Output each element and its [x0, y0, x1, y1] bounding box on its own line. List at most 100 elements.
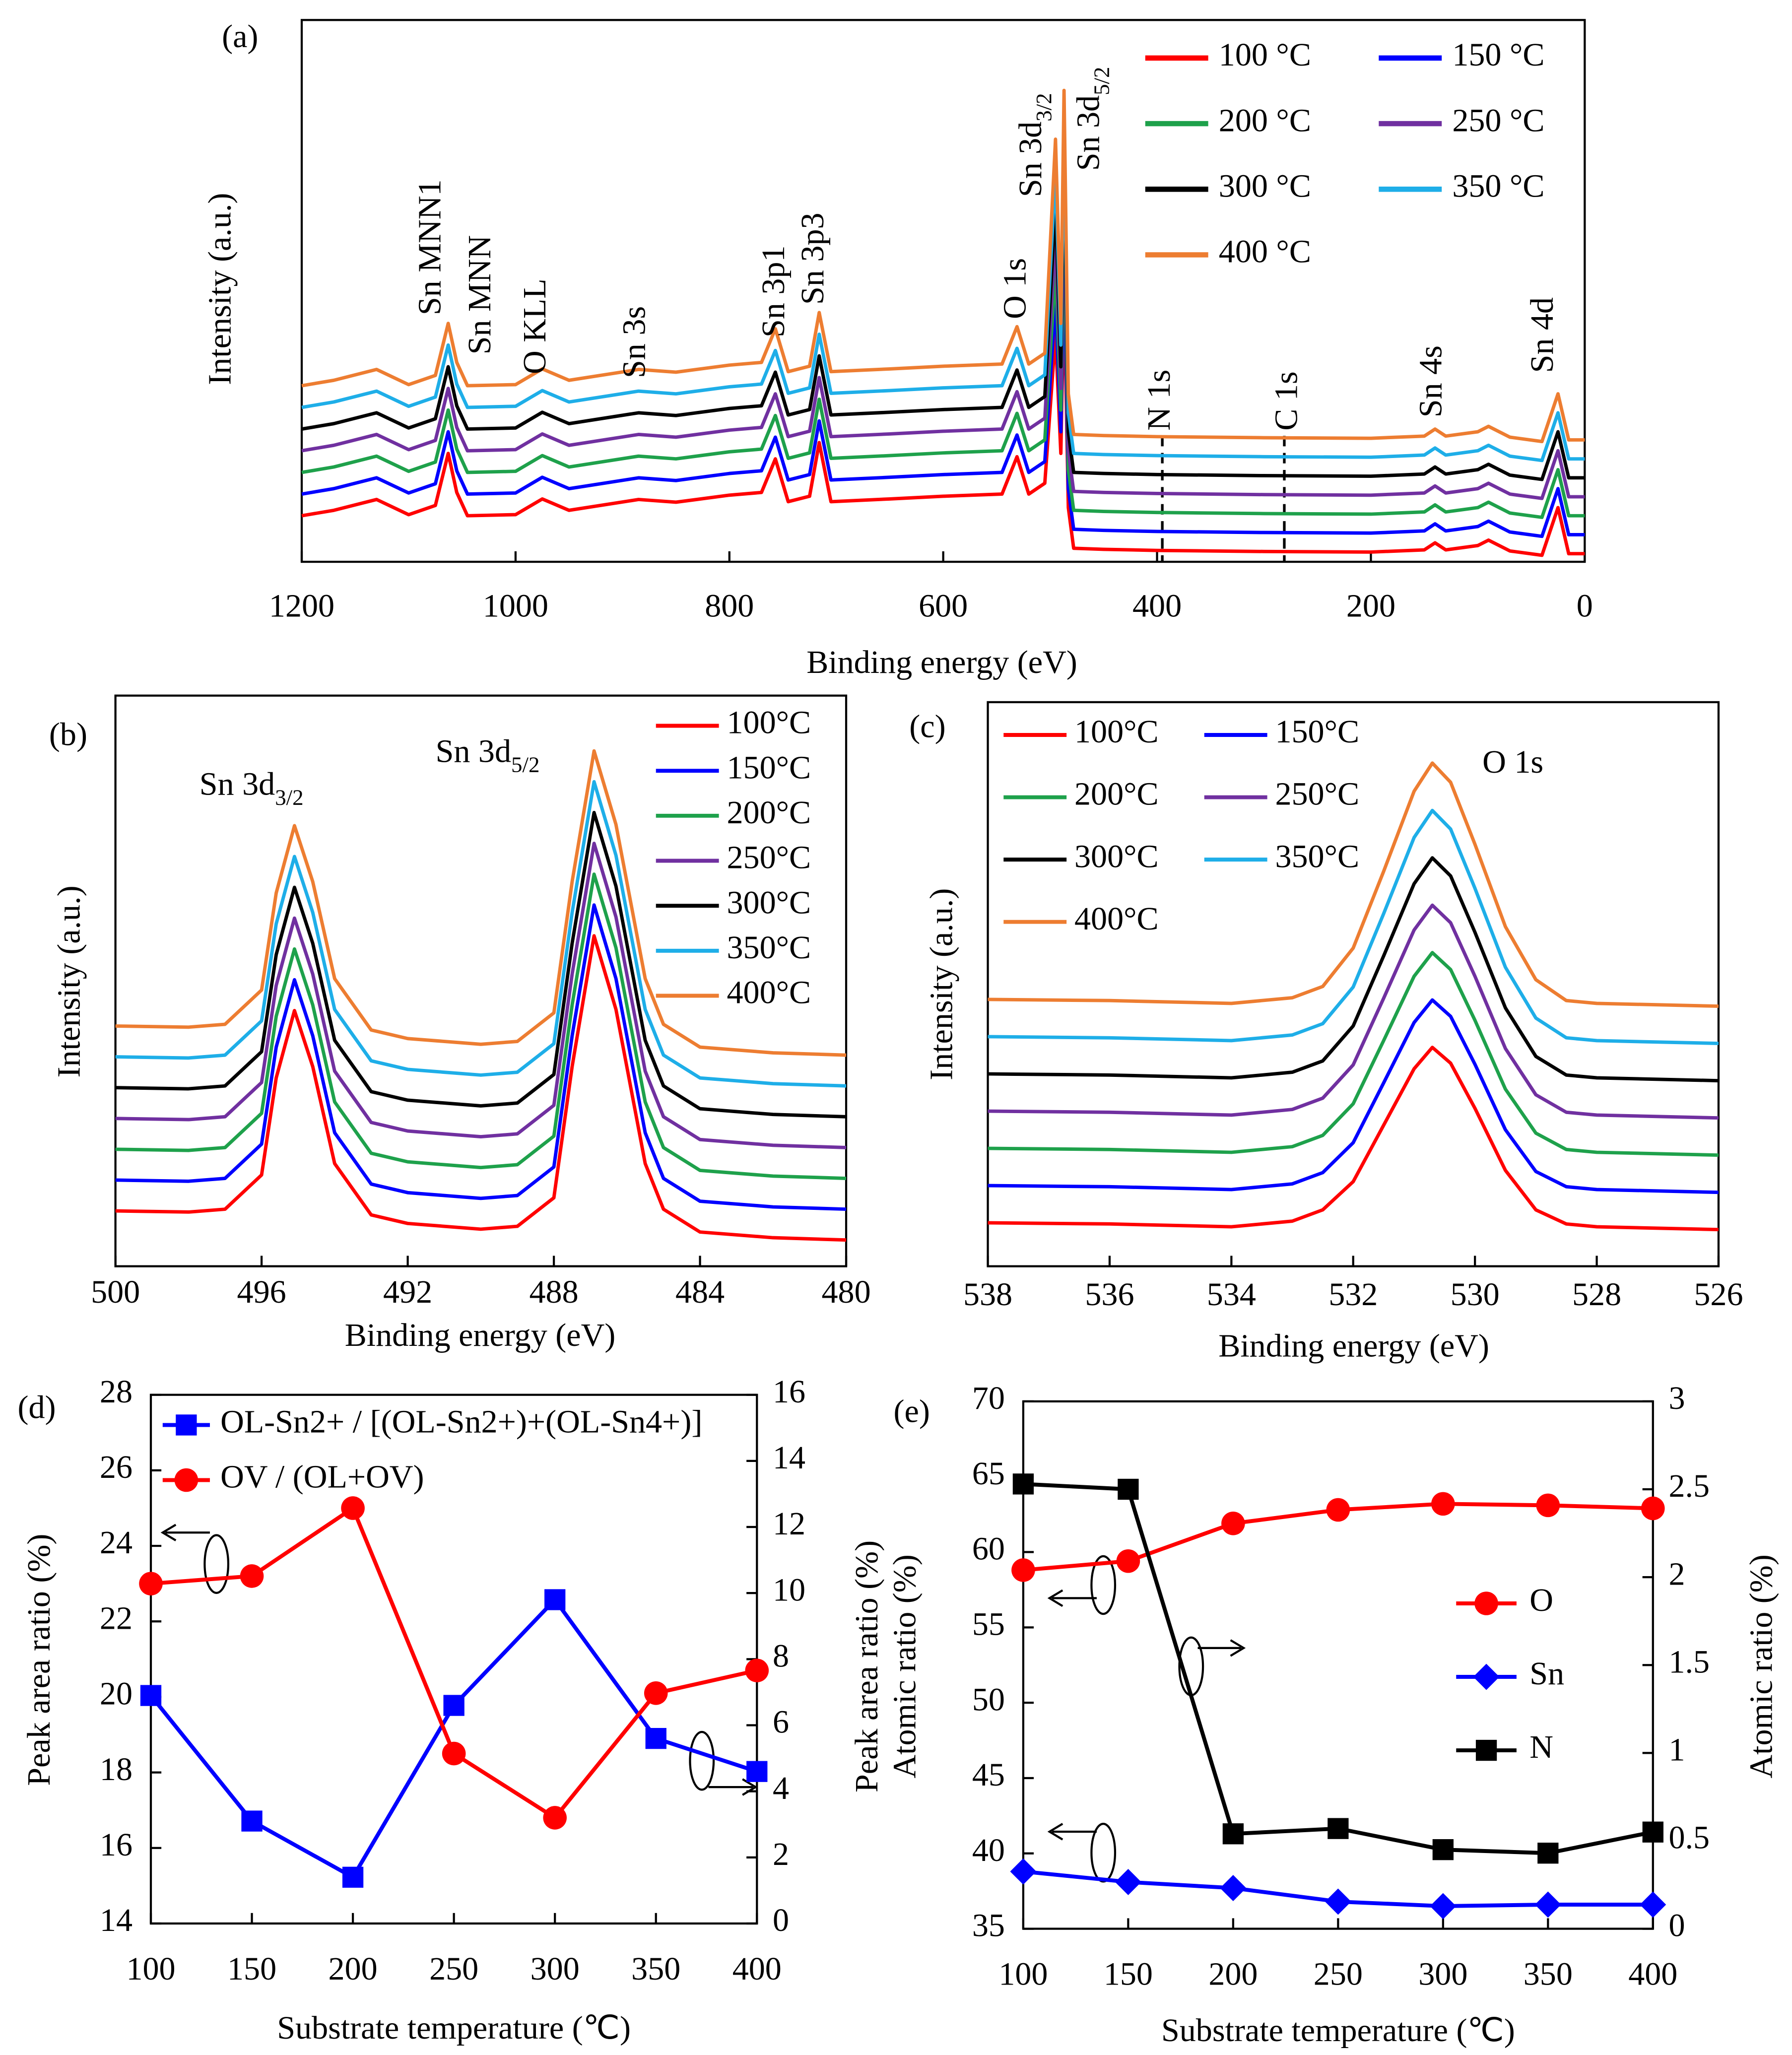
- x-tick-label: 0: [1577, 588, 1593, 624]
- x-axis-label: Binding energy (eV): [1218, 1327, 1489, 1364]
- series-line: [301, 186, 1585, 500]
- peak-label-sub: 3/2: [1031, 93, 1056, 121]
- y-tick-label: 24: [100, 1525, 133, 1561]
- y2-tick-label: 0.5: [1669, 1820, 1710, 1856]
- marker: [1474, 1591, 1498, 1615]
- marker: [1220, 1875, 1247, 1902]
- peak-label-sub: 5/2: [511, 752, 539, 777]
- marker: [1431, 1492, 1455, 1516]
- series-line: [115, 872, 847, 1180]
- series-line: [988, 808, 1719, 1046]
- y-axis-label: Peak area ratio (%): [21, 1534, 57, 1786]
- marker: [1430, 1893, 1457, 1920]
- panel-label: (d): [17, 1390, 56, 1426]
- marker: [645, 1727, 666, 1749]
- marker: [745, 1658, 769, 1682]
- x-tick-label: 350: [631, 1951, 680, 1987]
- legend-label: OV / (OL+OV): [220, 1459, 424, 1495]
- y2-tick-label: 8: [773, 1638, 789, 1674]
- y2-tick-label: 4: [773, 1770, 789, 1806]
- series-line: [115, 903, 847, 1211]
- x-tick-label: 484: [675, 1274, 725, 1310]
- peak-label: Sn 4s: [1413, 345, 1449, 417]
- x-tick-label: 300: [1418, 1956, 1467, 1992]
- x-tick-label: 496: [237, 1274, 286, 1310]
- legend-label: 100°C: [727, 705, 811, 741]
- peak-label-sub: 3/2: [275, 785, 303, 810]
- legend-label: 200°C: [1074, 776, 1159, 812]
- marker: [442, 1741, 466, 1766]
- x-tick-label: 488: [530, 1274, 579, 1310]
- marker: [1116, 1549, 1140, 1573]
- peak-label-text: Sn 4s: [1413, 345, 1449, 417]
- peak-label-text: Sn MNN: [462, 235, 498, 355]
- legend-label: 100 °C: [1219, 37, 1311, 73]
- marker: [1640, 1891, 1666, 1918]
- series-line: [988, 903, 1719, 1120]
- y-axis-label: Intensity (a.u.): [51, 885, 87, 1077]
- x-axis-label: Binding energy (eV): [806, 644, 1077, 680]
- marker: [746, 1761, 768, 1782]
- peak-label-text: Sn 3p3: [795, 213, 831, 305]
- marker: [544, 1589, 566, 1610]
- series-line: [115, 749, 847, 1057]
- series-line: [301, 153, 1585, 481]
- x-tick-label: 528: [1572, 1276, 1621, 1313]
- panel-label: (b): [49, 716, 87, 752]
- x-tick-label: 150: [227, 1951, 276, 1987]
- peak-label: Sn 3d5/2: [1070, 67, 1114, 171]
- marker: [241, 1810, 263, 1832]
- peak-label: Sn 3d3/2: [199, 766, 304, 810]
- marker: [1641, 1496, 1665, 1521]
- y-tick-label: 16: [100, 1827, 133, 1863]
- x-tick-label: 400: [1132, 588, 1182, 624]
- peak-label: N 1s: [1141, 370, 1177, 431]
- y-tick-label: 55: [972, 1606, 1005, 1642]
- panel-label: (a): [222, 18, 258, 55]
- x-tick-label: 480: [821, 1274, 870, 1310]
- series-line: [988, 951, 1719, 1157]
- y2-tick-label: 1: [1669, 1732, 1685, 1768]
- peak-label: O 1s: [1482, 744, 1543, 780]
- series-line: [115, 810, 847, 1119]
- panel-label: (e): [894, 1393, 930, 1429]
- marker: [1536, 1493, 1560, 1518]
- y2-tick-label: 2: [1669, 1556, 1685, 1592]
- x-tick-label: 492: [383, 1274, 432, 1310]
- arrow: [1047, 1823, 1097, 1841]
- legend-label: 350°C: [1275, 838, 1359, 874]
- x-tick-label: 400: [1628, 1956, 1677, 1992]
- y-tick-label: 20: [100, 1676, 133, 1712]
- x-tick-label: 536: [1085, 1276, 1134, 1313]
- peak-label-text: Sn 3d: [436, 733, 511, 770]
- peak-label-text: Sn 4d: [1524, 297, 1560, 373]
- legend-label: N: [1529, 1729, 1553, 1765]
- y2-axis-label: Atomic ratio (%): [1743, 1554, 1780, 1778]
- legend-label: 350 °C: [1452, 168, 1544, 204]
- series-line: [115, 842, 847, 1149]
- y2-tick-label: 12: [773, 1506, 805, 1542]
- x-axis-label: Substrate temperature (℃): [1161, 2012, 1515, 2049]
- marker: [1327, 1818, 1349, 1839]
- x-tick-label: 300: [531, 1951, 580, 1987]
- legend-label: Sn: [1529, 1656, 1564, 1692]
- legend-label: 150°C: [727, 749, 811, 786]
- peak-label: Sn 4d: [1524, 297, 1560, 373]
- peak-label: Sn MNN1: [412, 180, 448, 316]
- marker: [174, 1468, 199, 1492]
- legend-label: 250°C: [1275, 776, 1359, 812]
- guides: [160, 436, 1286, 1883]
- peak-label: Sn 3p3: [795, 213, 831, 305]
- peak-label-text: C 1s: [1268, 371, 1305, 430]
- y2-tick-label: 2.5: [1669, 1468, 1710, 1504]
- x-tick-label: 200: [1346, 588, 1395, 624]
- y-tick-label: 28: [100, 1374, 133, 1410]
- x-tick-label: 532: [1328, 1276, 1378, 1313]
- marker: [1010, 1858, 1037, 1885]
- y2-tick-label: 10: [773, 1572, 805, 1608]
- peak-label-text: O 1s: [997, 258, 1033, 319]
- marker: [543, 1806, 567, 1830]
- series-line: [988, 856, 1719, 1083]
- y-axis-label: Intensity (a.u.): [202, 193, 238, 385]
- y-axis-label: Peak area ratio (%): [849, 1540, 885, 1792]
